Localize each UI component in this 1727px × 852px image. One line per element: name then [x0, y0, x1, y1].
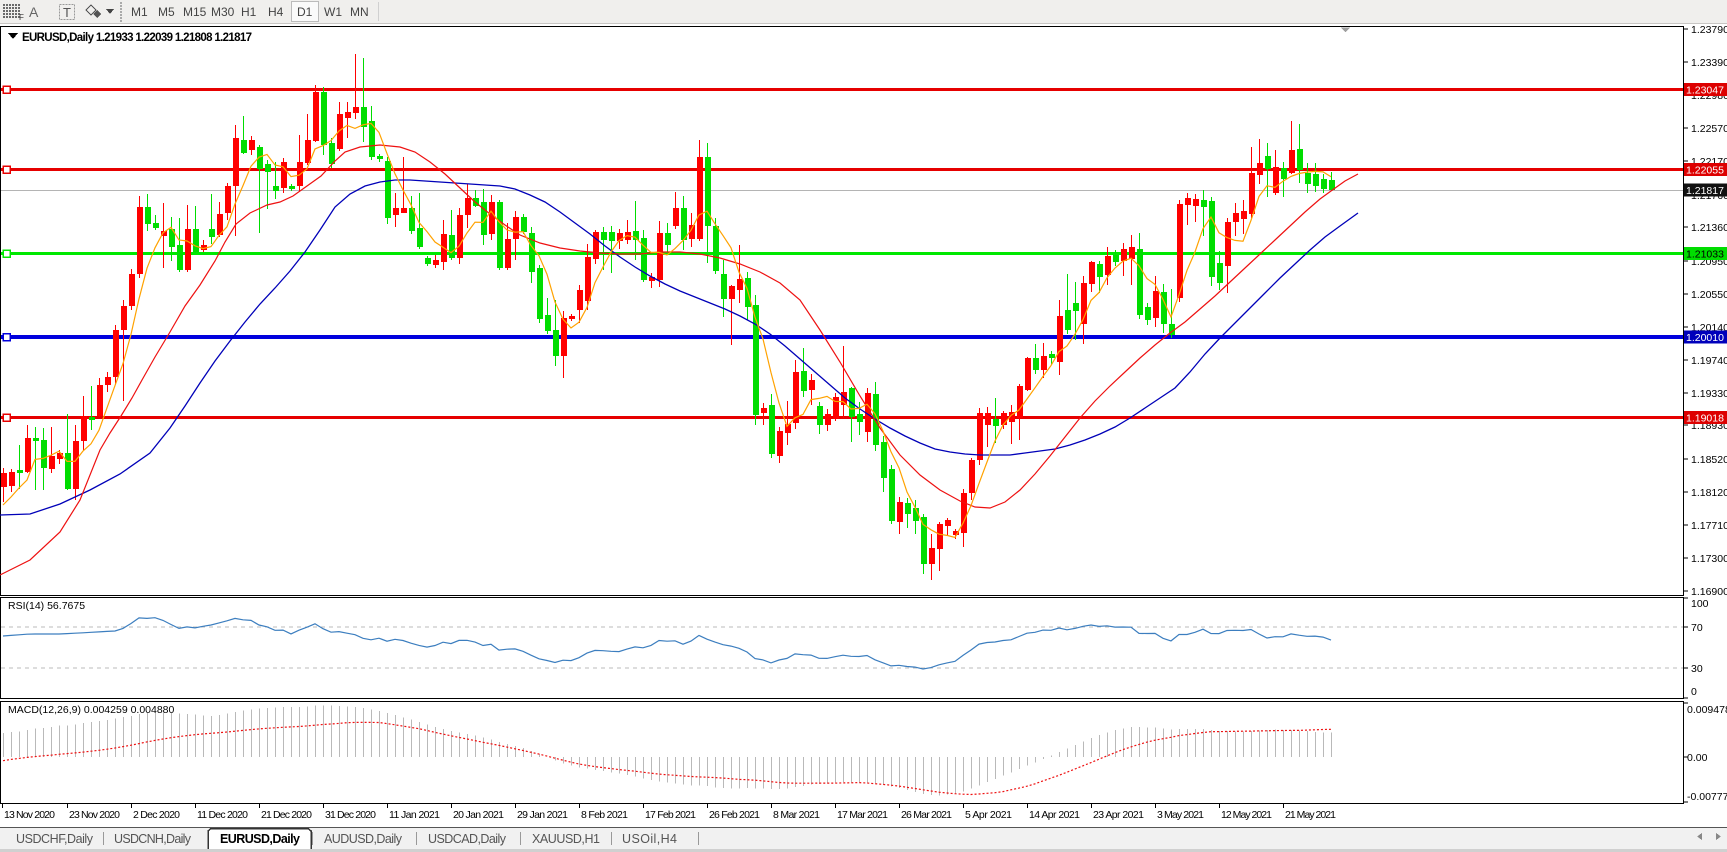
svg-text:1.19018: 1.19018 [1686, 413, 1724, 425]
svg-text:29 Jan 2021: 29 Jan 2021 [517, 809, 568, 821]
svg-text:26 Mar 2021: 26 Mar 2021 [901, 809, 952, 821]
svg-text:14 Apr 2021: 14 Apr 2021 [1029, 809, 1080, 821]
svg-text:100: 100 [1691, 598, 1709, 610]
svg-text:1.21817: 1.21817 [1686, 185, 1724, 197]
svg-text:-0.007778: -0.007778 [1687, 791, 1727, 803]
svg-text:21 May 2021: 21 May 2021 [1285, 809, 1336, 821]
svg-text:11 Jan 2021: 11 Jan 2021 [389, 809, 440, 821]
svg-text:1.22055: 1.22055 [1686, 165, 1724, 177]
svg-text:8 Mar 2021: 8 Mar 2021 [773, 809, 820, 821]
svg-text:1.17300: 1.17300 [1691, 553, 1727, 565]
svg-text:70: 70 [1691, 622, 1703, 634]
svg-text:23 Apr 2021: 23 Apr 2021 [1093, 809, 1144, 821]
svg-text:20 Jan 2021: 20 Jan 2021 [453, 809, 504, 821]
svg-text:F: F [19, 13, 24, 22]
svg-text:AUDUSD,Daily: AUDUSD,Daily [324, 832, 403, 846]
svg-text:1.21033: 1.21033 [1686, 249, 1724, 261]
svg-text:A: A [29, 4, 39, 20]
svg-text:RSI(14) 56.7675: RSI(14) 56.7675 [8, 600, 85, 612]
svg-text:1.17710: 1.17710 [1691, 520, 1727, 532]
svg-text:W1: W1 [324, 5, 342, 19]
svg-text:0.00: 0.00 [1687, 752, 1708, 764]
svg-text:USDCAD,Daily: USDCAD,Daily [428, 832, 507, 846]
svg-text:M5: M5 [158, 5, 175, 19]
svg-text:5 Apr 2021: 5 Apr 2021 [965, 809, 1012, 821]
svg-text:1.23790: 1.23790 [1691, 24, 1727, 36]
svg-text:1.16900: 1.16900 [1691, 586, 1727, 598]
svg-text:26 Feb 2021: 26 Feb 2021 [709, 809, 760, 821]
svg-text:1.19330: 1.19330 [1691, 388, 1727, 400]
svg-text:M1: M1 [131, 5, 148, 19]
svg-text:1.23390: 1.23390 [1691, 57, 1727, 69]
svg-text:H4: H4 [268, 5, 284, 19]
svg-text:1.18520: 1.18520 [1691, 454, 1727, 466]
svg-text:0.009478: 0.009478 [1687, 704, 1727, 716]
svg-text:17 Mar 2021: 17 Mar 2021 [837, 809, 888, 821]
svg-text:0: 0 [1691, 686, 1697, 698]
svg-text:30: 30 [1691, 663, 1703, 675]
svg-text:12 May 2021: 12 May 2021 [1221, 809, 1272, 821]
svg-text:EURUSD,Daily: EURUSD,Daily [220, 832, 300, 846]
svg-text:1.20010: 1.20010 [1686, 332, 1724, 344]
svg-text:MACD(12,26,9) 0.004259 0.00488: MACD(12,26,9) 0.004259 0.004880 [8, 704, 175, 716]
svg-text:2 Dec 2020: 2 Dec 2020 [133, 809, 180, 821]
svg-text:H1: H1 [241, 5, 257, 19]
svg-text:1.21360: 1.21360 [1691, 222, 1727, 234]
svg-text:T: T [63, 5, 71, 20]
svg-text:M30: M30 [211, 5, 235, 19]
svg-text:31 Dec 2020: 31 Dec 2020 [325, 809, 376, 821]
svg-text:8 Feb 2021: 8 Feb 2021 [581, 809, 628, 821]
svg-text:1.19740: 1.19740 [1691, 355, 1727, 367]
svg-text:XAUUSD,H1: XAUUSD,H1 [532, 832, 600, 846]
svg-text:1.22570: 1.22570 [1691, 123, 1727, 135]
svg-text:M15: M15 [183, 5, 207, 19]
svg-text:23 Nov 2020: 23 Nov 2020 [69, 809, 120, 821]
svg-text:MN: MN [350, 5, 369, 19]
svg-text:17 Feb 2021: 17 Feb 2021 [645, 809, 696, 821]
svg-text:1.23047: 1.23047 [1686, 85, 1724, 97]
svg-text:1.20550: 1.20550 [1691, 289, 1727, 301]
svg-text:EURUSD,Daily 1.21933 1.22039: EURUSD,Daily 1.21933 1.22039 1.21808 1.2… [22, 32, 252, 44]
svg-text:3 May 2021: 3 May 2021 [1157, 809, 1204, 821]
svg-text:1.18120: 1.18120 [1691, 487, 1727, 499]
svg-text:USDCNH,Daily: USDCNH,Daily [114, 832, 192, 846]
svg-text:D1: D1 [297, 5, 313, 19]
svg-text:USDCHF,Daily: USDCHF,Daily [16, 832, 94, 846]
svg-text:11 Dec 2020: 11 Dec 2020 [197, 809, 248, 821]
svg-text:USOil,H4: USOil,H4 [622, 832, 677, 846]
svg-text:13 Nov 2020: 13 Nov 2020 [4, 809, 55, 821]
svg-text:21 Dec 2020: 21 Dec 2020 [261, 809, 312, 821]
